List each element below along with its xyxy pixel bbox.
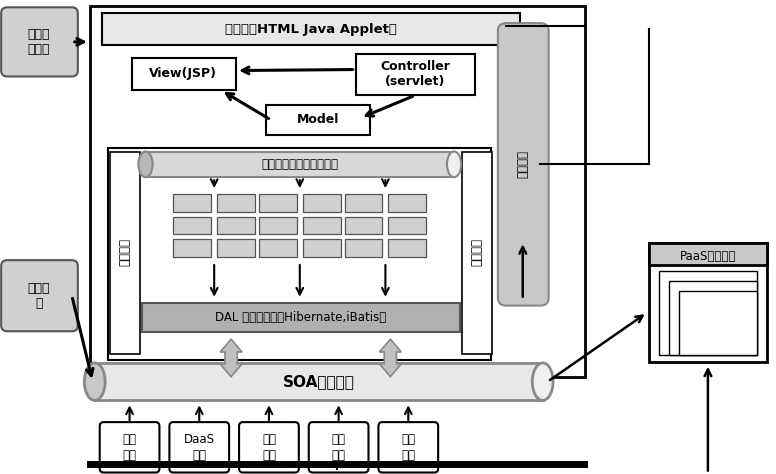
Bar [146,152,454,177]
Text: Model: Model [296,113,339,127]
Bar [108,147,491,360]
Text: 服务发布: 服务发布 [470,238,483,266]
Text: 遗留系
统: 遗留系 统 [28,282,50,310]
Text: 平台: 平台 [331,449,345,462]
Bar [90,6,585,377]
Text: 服务: 服务 [262,449,276,462]
Bar [669,281,757,355]
Bar [659,271,757,355]
Text: 服务: 服务 [192,449,206,462]
Text: 管理代理: 管理代理 [516,150,529,178]
Bar [132,58,236,90]
FancyBboxPatch shape [99,422,159,473]
Bar [259,239,296,257]
Bar [102,13,520,45]
Bar [345,194,383,212]
Text: 内部软总线和服务接口层: 内部软总线和服务接口层 [262,158,338,171]
Text: 服务: 服务 [123,449,137,462]
FancyBboxPatch shape [2,260,78,331]
Bar [650,243,767,265]
Bar [345,217,383,235]
Bar [462,152,492,354]
Bar [388,217,426,235]
Polygon shape [220,339,242,377]
Ellipse shape [532,363,553,401]
Bar [650,243,767,362]
Bar [679,291,757,355]
Bar [303,217,341,235]
Ellipse shape [447,152,461,177]
Bar [266,105,370,135]
Ellipse shape [138,152,153,177]
Bar [303,239,341,257]
Bar [173,239,211,257]
FancyBboxPatch shape [498,23,549,306]
Bar [173,217,211,235]
Bar [388,194,426,212]
Bar [259,194,296,212]
Polygon shape [379,339,401,377]
FancyBboxPatch shape [169,422,229,473]
Bar [259,217,296,235]
Bar [217,239,255,257]
FancyBboxPatch shape [2,7,78,76]
Bar [141,302,460,332]
Bar [303,194,341,212]
Text: DAL 数据访问层（Hibernate,iBatis）: DAL 数据访问层（Hibernate,iBatis） [215,311,386,324]
Text: DaaS: DaaS [184,433,215,447]
FancyBboxPatch shape [309,422,369,473]
Text: PaaS管理平台: PaaS管理平台 [680,250,736,263]
Bar [217,217,255,235]
Bar [388,239,426,257]
Ellipse shape [85,363,105,401]
Text: 管理: 管理 [401,449,415,462]
FancyBboxPatch shape [379,422,438,473]
Text: 系统: 系统 [401,433,415,447]
Bar [345,239,383,257]
Text: 页面层（HTML Java Applet）: 页面层（HTML Java Applet） [225,23,397,36]
Bar [217,194,255,212]
Text: Controller
(servlet): Controller (servlet) [380,61,450,89]
Text: 业务: 业务 [123,433,137,447]
Text: View(JSP): View(JSP) [149,67,217,80]
Bar [95,363,542,401]
Text: 技术: 技术 [262,433,276,447]
FancyBboxPatch shape [239,422,299,473]
Text: SOA服务总线: SOA服务总线 [282,374,355,389]
Bar [355,54,475,95]
Bar [173,194,211,212]
Text: 服务接入: 服务接入 [118,238,131,266]
Bar [109,152,140,354]
Text: 外层应
用框架: 外层应 用框架 [28,28,50,56]
Text: 流程: 流程 [331,433,345,447]
